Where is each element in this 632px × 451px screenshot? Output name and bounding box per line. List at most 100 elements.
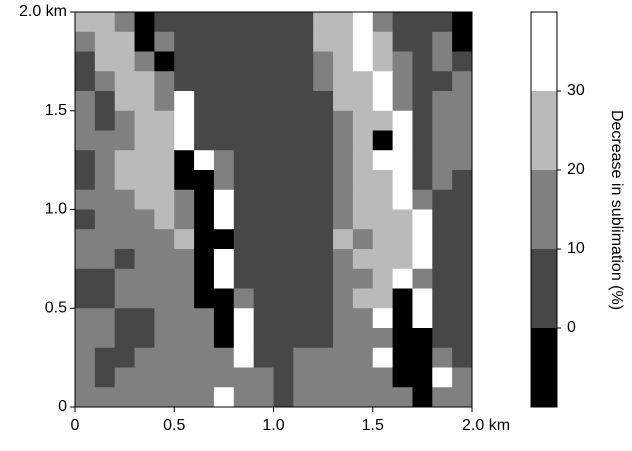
heatmap-cell xyxy=(135,91,155,111)
chart: Decrease in sublimation (%) 00.51.01.52.… xyxy=(0,0,632,451)
heatmap-cell xyxy=(432,52,452,72)
heatmap-cell xyxy=(432,71,452,91)
heatmap-cell xyxy=(95,150,115,170)
heatmap-cell xyxy=(135,12,155,32)
heatmap-cell xyxy=(333,32,353,52)
heatmap-cell xyxy=(174,348,194,368)
heatmap-cell xyxy=(274,170,294,190)
heatmap-cell xyxy=(432,150,452,170)
heatmap-cell xyxy=(452,328,472,348)
colorbar-segment xyxy=(531,91,557,170)
heatmap-cell xyxy=(75,32,95,52)
heatmap-cell xyxy=(95,32,115,52)
heatmap-cell xyxy=(194,269,214,289)
heatmap-cell xyxy=(452,170,472,190)
heatmap-cell xyxy=(254,387,274,407)
heatmap-cell xyxy=(95,12,115,32)
heatmap-cell xyxy=(135,249,155,269)
heatmap-cell xyxy=(432,170,452,190)
heatmap-cell xyxy=(373,111,393,131)
heatmap-cell xyxy=(154,12,174,32)
heatmap-cell xyxy=(234,12,254,32)
heatmap-cell xyxy=(75,71,95,91)
heatmap-cell xyxy=(95,269,115,289)
heatmap-cell xyxy=(353,190,373,210)
heatmap-cell xyxy=(293,348,313,368)
heatmap-cell xyxy=(373,249,393,269)
heatmap-cell xyxy=(412,12,432,32)
heatmap-cell xyxy=(353,111,373,131)
heatmap-cell xyxy=(393,52,413,72)
heatmap-cell xyxy=(115,190,135,210)
heatmap-cell xyxy=(174,12,194,32)
heatmap-cell xyxy=(432,348,452,368)
heatmap-cell xyxy=(393,328,413,348)
heatmap-cell xyxy=(373,91,393,111)
heatmap-cell xyxy=(194,32,214,52)
x-tick-label: 1.5 xyxy=(362,417,384,434)
heatmap-cell xyxy=(214,71,234,91)
heatmap-cell xyxy=(452,32,472,52)
heatmap-cell xyxy=(115,210,135,230)
heatmap-cell xyxy=(274,190,294,210)
y-tick-label: 0.5 xyxy=(45,299,67,316)
heatmap-cell xyxy=(452,387,472,407)
heatmap-cell xyxy=(254,210,274,230)
heatmap-cell xyxy=(274,12,294,32)
heatmap-cell xyxy=(75,289,95,309)
heatmap-cell xyxy=(75,229,95,249)
heatmap-cell xyxy=(234,308,254,328)
heatmap-cell xyxy=(293,289,313,309)
heatmap-cell xyxy=(432,229,452,249)
heatmap-cell xyxy=(353,269,373,289)
heatmap-cell xyxy=(373,229,393,249)
colorbar-tick-label: 0 xyxy=(567,319,576,336)
heatmap-cell xyxy=(154,150,174,170)
heatmap-cell xyxy=(194,12,214,32)
heatmap-cell xyxy=(393,150,413,170)
heatmap-cell xyxy=(174,170,194,190)
heatmap-cell xyxy=(75,328,95,348)
heatmap-cell xyxy=(353,210,373,230)
heatmap-cell xyxy=(313,190,333,210)
heatmap-cell xyxy=(135,111,155,131)
heatmap-cell xyxy=(452,190,472,210)
heatmap-cell xyxy=(254,229,274,249)
heatmap-cell xyxy=(154,328,174,348)
heatmap-cell xyxy=(115,229,135,249)
heatmap-cell xyxy=(234,170,254,190)
heatmap-cell xyxy=(135,308,155,328)
heatmap-cell xyxy=(214,348,234,368)
heatmap-cell xyxy=(313,368,333,388)
heatmap-cell xyxy=(452,150,472,170)
heatmap-cell xyxy=(254,249,274,269)
heatmap-cell xyxy=(254,289,274,309)
heatmap-cell xyxy=(115,170,135,190)
y-tick-label: 1.0 xyxy=(45,201,67,218)
heatmap-cell xyxy=(313,289,333,309)
heatmap-cell xyxy=(214,308,234,328)
colorbar-segment xyxy=(531,328,557,407)
heatmap-cell xyxy=(135,150,155,170)
heatmap-cell xyxy=(293,269,313,289)
heatmap-cell xyxy=(373,210,393,230)
heatmap-cell xyxy=(293,52,313,72)
heatmap-cell xyxy=(115,269,135,289)
heatmap-cell xyxy=(214,91,234,111)
heatmap-cell xyxy=(214,150,234,170)
heatmap-cell xyxy=(194,170,214,190)
heatmap-cell xyxy=(274,328,294,348)
heatmap-cell xyxy=(154,210,174,230)
heatmap-cell xyxy=(95,190,115,210)
heatmap-cell xyxy=(373,52,393,72)
heatmap-cell xyxy=(412,269,432,289)
heatmap-cell xyxy=(313,12,333,32)
heatmap-cell xyxy=(373,32,393,52)
heatmap-cell xyxy=(115,91,135,111)
heatmap-cell xyxy=(373,289,393,309)
heatmap-cell xyxy=(432,308,452,328)
heatmap-cell xyxy=(95,249,115,269)
heatmap-cell xyxy=(75,91,95,111)
heatmap-cell xyxy=(115,289,135,309)
heatmap-cell xyxy=(234,348,254,368)
